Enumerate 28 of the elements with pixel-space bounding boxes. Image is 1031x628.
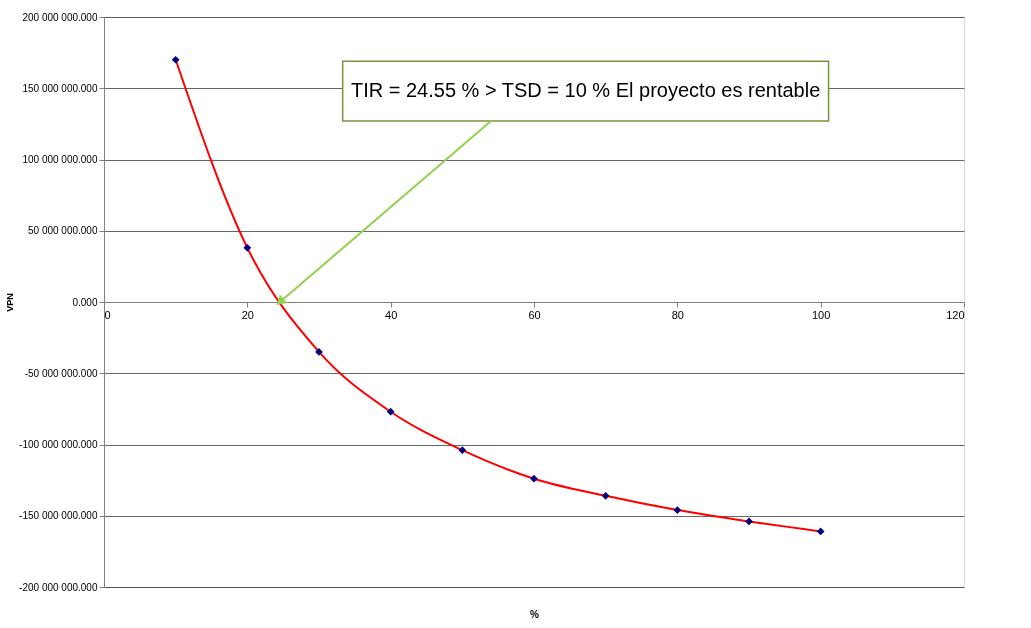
x-tick-label: 120	[946, 308, 965, 321]
point	[530, 474, 538, 483]
point	[673, 506, 682, 514]
y-tick-label: 0.000	[72, 296, 98, 308]
y-tick-label: -100 000 000.000	[19, 439, 98, 450]
point	[816, 527, 825, 536]
y-axis-title: VPN	[5, 293, 16, 312]
y-tick-label: -50 000 000.000	[24, 367, 98, 379]
y-tick-label: -200 000 000.000	[19, 581, 98, 593]
annotation: TIR = 24.55 % > TSD = 10 % El proyecto es rentable	[350, 79, 821, 102]
x-tick-label: 0	[104, 308, 111, 321]
y-tick-label: 100 000 000.000	[22, 154, 98, 165]
y-tick-label: 50 000 000.000	[27, 225, 98, 237]
x-tick-label: 80	[671, 308, 684, 321]
y-tick-label: 150 000 000.000	[22, 82, 98, 94]
point	[458, 446, 467, 455]
x-tick-label: 60	[528, 308, 541, 321]
point	[171, 55, 180, 64]
point	[745, 517, 753, 526]
x-tick-label: 20	[241, 308, 254, 321]
x-axis-title: %	[530, 608, 540, 620]
y-tick-label: 200 000 000.000	[22, 11, 98, 23]
point	[386, 407, 395, 416]
point	[601, 491, 610, 500]
x-tick-label: 40	[385, 308, 398, 321]
y-tick-label: -150 000 000.000	[19, 510, 98, 522]
x-tick-label: 100	[811, 308, 831, 321]
point	[243, 243, 252, 252]
